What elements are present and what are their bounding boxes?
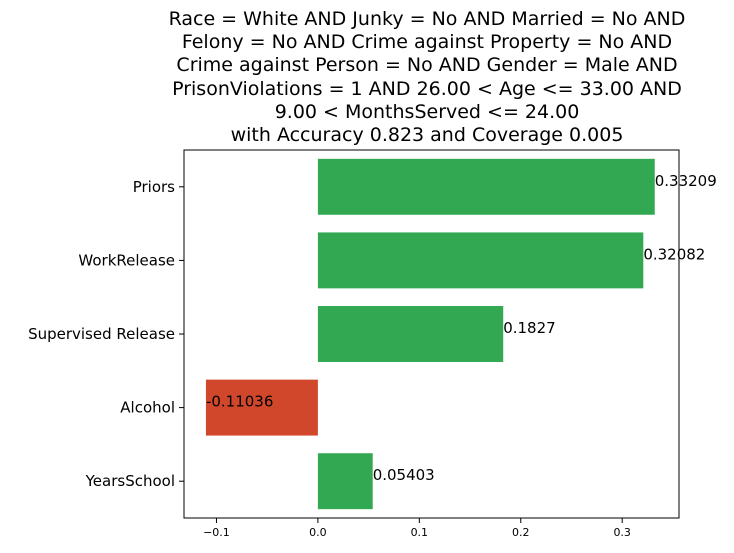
title-line: Felony = No AND Crime against Property =… bbox=[181, 31, 673, 54]
title-line: with Accuracy 0.823 and Coverage 0.005 bbox=[230, 124, 624, 147]
category-label: Priors bbox=[133, 178, 175, 196]
x-tick-label: 0.1 bbox=[411, 526, 429, 539]
x-tick-label: −0.1 bbox=[203, 526, 230, 539]
category-label: Alcohol bbox=[120, 399, 175, 417]
category-label: YearsSchool bbox=[85, 472, 175, 490]
plot-area-frame bbox=[183, 149, 680, 519]
category-label: Supervised Release bbox=[28, 325, 175, 343]
data-label: 0.05403 bbox=[373, 466, 435, 484]
bar bbox=[317, 158, 655, 215]
title-line: Crime against Person = No AND Gender = M… bbox=[176, 54, 678, 77]
title-line: PrisonViolations = 1 AND 26.00 < Age <= … bbox=[172, 77, 682, 100]
x-tick-label: 0.2 bbox=[512, 526, 530, 539]
bar bbox=[317, 232, 644, 289]
bar bbox=[205, 379, 318, 436]
data-label: -0.11036 bbox=[206, 393, 273, 411]
data-label: 0.33209 bbox=[655, 172, 717, 190]
title-line: Race = White AND Junky = No AND Married … bbox=[168, 8, 686, 30]
category-label: WorkRelease bbox=[78, 251, 175, 269]
bar bbox=[317, 306, 504, 362]
data-label: 0.1827 bbox=[503, 319, 555, 337]
chart-title: Race = White AND Junky = No AND Married … bbox=[0, 8, 734, 147]
x-tick-label: 0.0 bbox=[309, 526, 327, 539]
title-line: 9.00 < MonthsServed <= 24.00 bbox=[274, 100, 580, 123]
data-label: 0.32082 bbox=[643, 245, 705, 263]
x-tick-label: 0.3 bbox=[613, 526, 631, 539]
bar bbox=[317, 453, 373, 510]
